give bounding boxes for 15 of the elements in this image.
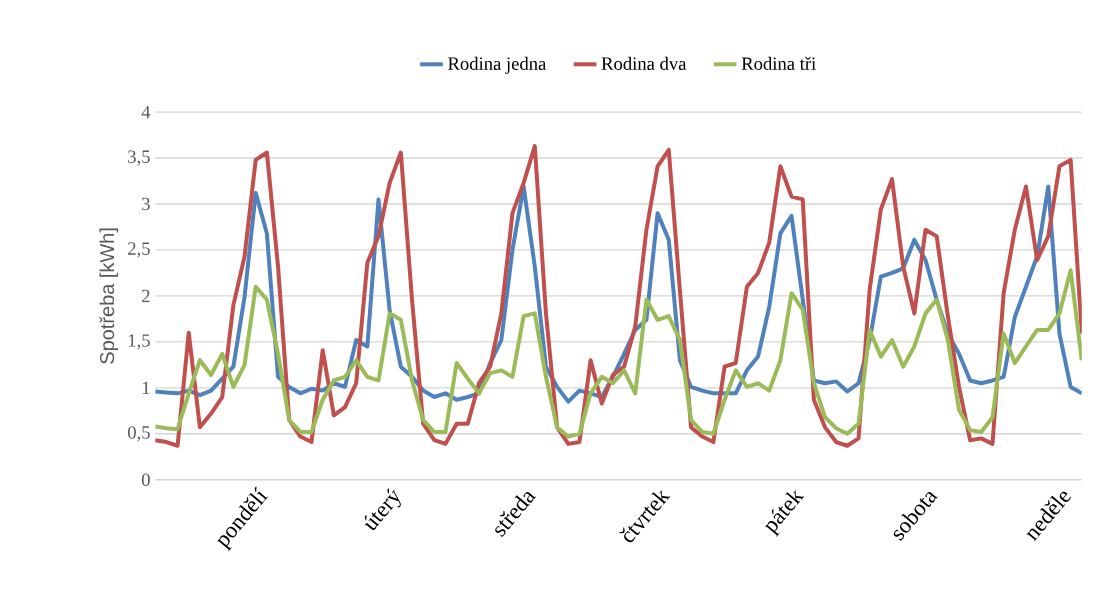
y-tick-label: 3,5 [128,150,150,166]
line-series [155,268,1082,439]
y-tick-label: 1 [142,381,150,394]
y-tick-label: 0 [141,473,150,486]
y-axis-title: Spotřeba [kWh] [99,228,119,364]
y-tick-label: 2,5 [128,242,150,258]
legend-label: Rodina jedna [448,56,547,74]
line-series [155,144,1082,448]
y-tick-label: 2 [142,289,150,303]
y-tick-label: 1,5 [128,334,150,350]
legend-label: Rodina dva [601,56,687,70]
y-tick-label: 0,5 [127,426,150,442]
legend-label: Rodina tři [741,56,816,70]
y-tick-label: 4 [141,105,151,119]
y-tick-label: 3 [142,197,150,211]
